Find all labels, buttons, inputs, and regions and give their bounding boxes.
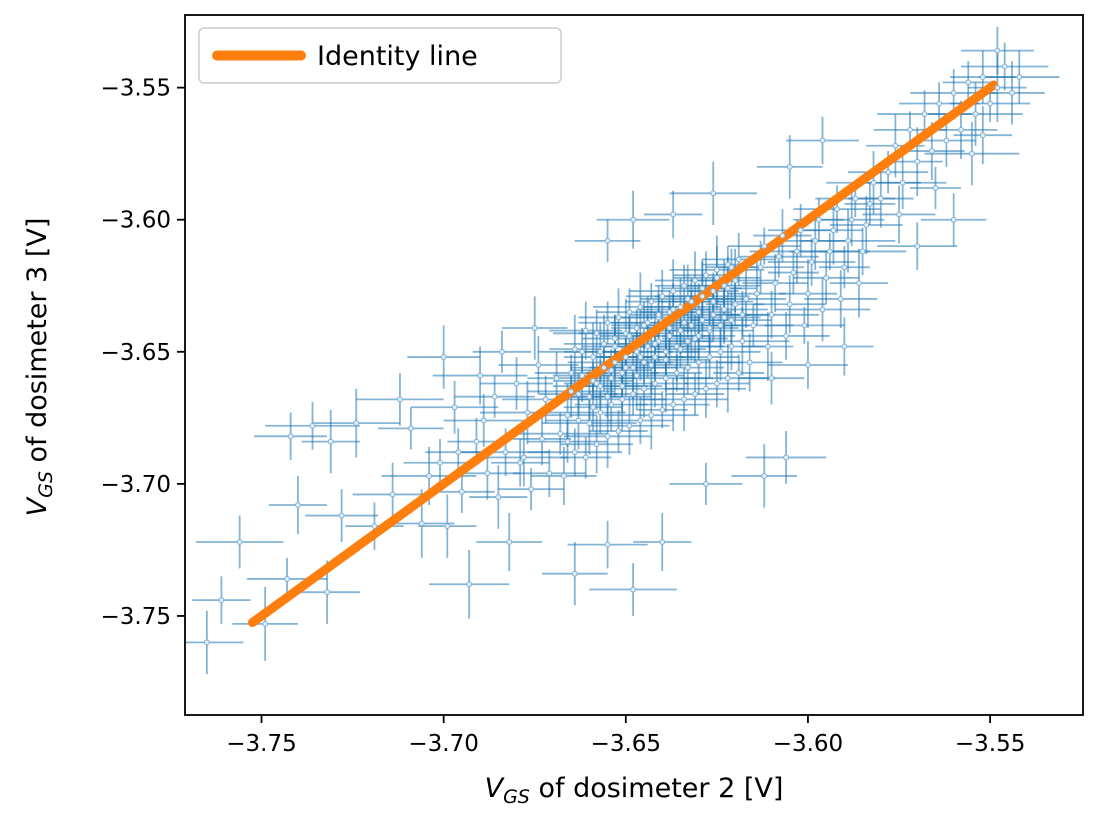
legend: Identity line — [198, 27, 562, 84]
y-axis-label: VGS of dosimeter 3 [V] — [22, 218, 57, 517]
y-tick-label: −3.55 — [101, 76, 171, 102]
legend-label: Identity line — [317, 41, 478, 72]
x-ticks: −3.75 −3.70 −3.65 −3.60 −3.55 — [226, 715, 1025, 757]
x-tick-label: −3.70 — [408, 731, 478, 757]
y-tick-label: −3.70 — [101, 472, 171, 498]
x-axis-label: VGS of dosimeter 2 [V] — [485, 773, 784, 808]
y-ticks: −3.75 −3.70 −3.65 −3.60 −3.55 — [101, 76, 185, 630]
plot-area — [185, 26, 1060, 675]
error-bars — [185, 26, 1060, 675]
x-tick-label: −3.75 — [226, 731, 296, 757]
y-tick-label: −3.65 — [101, 340, 171, 366]
x-tick-label: −3.60 — [773, 731, 843, 757]
identity-line — [247, 80, 999, 628]
axes-spines — [184, 14, 1084, 716]
scatter-points — [203, 47, 1023, 646]
y-tick-label: −3.75 — [101, 604, 171, 630]
x-tick-label: −3.65 — [591, 731, 661, 757]
legend-box — [198, 27, 562, 84]
y-tick-label: −3.60 — [101, 208, 171, 234]
x-tick-label: −3.55 — [955, 731, 1025, 757]
